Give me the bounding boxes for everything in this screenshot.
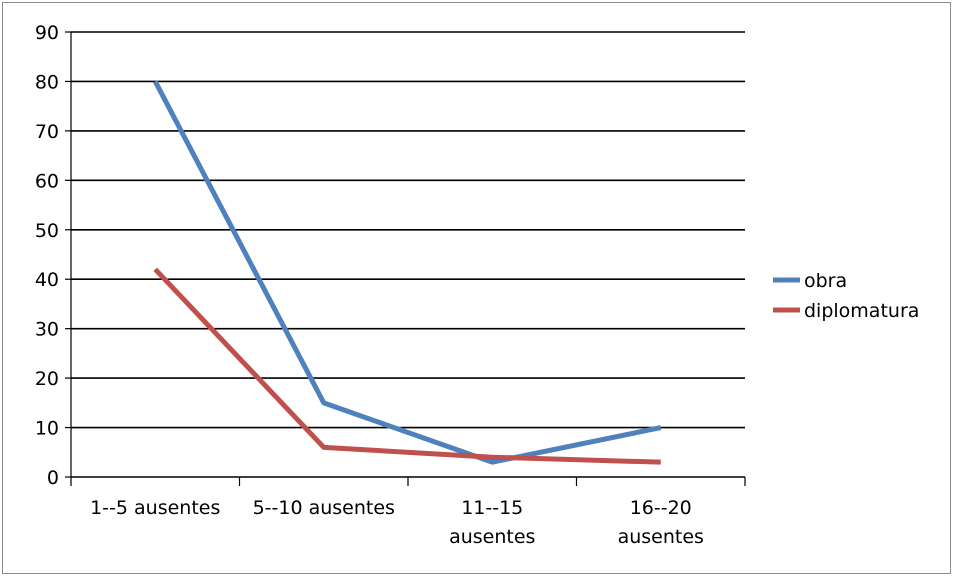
y-tick-label: 30 — [35, 319, 59, 341]
y-tick-label: 50 — [35, 220, 59, 242]
x-tick-label-line: 5--10 ausentes — [253, 497, 395, 519]
legend-label-obra: obra — [804, 270, 847, 292]
x-axis: 1--5 ausentes 5--10 ausentes 11--15 ausente… — [70, 476, 746, 548]
y-axis: 0 10 20 30 40 50 60 70 80 90 — [35, 22, 72, 489]
y-tick-label: 70 — [35, 121, 59, 143]
y-tick-label: 80 — [35, 71, 59, 93]
x-tick-label-line: ausentes — [618, 526, 704, 548]
series-line-diplomatura — [153, 267, 661, 465]
x-tick-label-line: 16--20 — [630, 497, 692, 519]
y-tick-label: 40 — [35, 269, 59, 291]
gridlines — [71, 31, 745, 429]
legend: obra diplomatura — [773, 270, 919, 322]
x-tick-label: 1--5 ausentes — [90, 497, 220, 519]
series-line-obra — [153, 80, 662, 465]
y-tick-label: 90 — [35, 22, 59, 44]
x-tick-label: 16--20 ausentes — [618, 497, 704, 548]
x-tick-label: 11--15 ausentes — [449, 497, 535, 548]
x-tick-label: 5--10 ausentes — [253, 497, 395, 519]
series-lines — [153, 80, 662, 465]
x-tick-label-line: 1--5 ausentes — [90, 497, 220, 519]
x-tick-label-line: 11--15 — [461, 497, 523, 519]
y-tick-label: 10 — [35, 418, 59, 440]
x-tick-label-line: ausentes — [449, 526, 535, 548]
legend-label-diplomatura: diplomatura — [804, 300, 919, 322]
y-tick-label: 0 — [47, 467, 59, 489]
y-tick-label: 20 — [35, 368, 59, 390]
y-tick-label: 60 — [35, 170, 59, 192]
